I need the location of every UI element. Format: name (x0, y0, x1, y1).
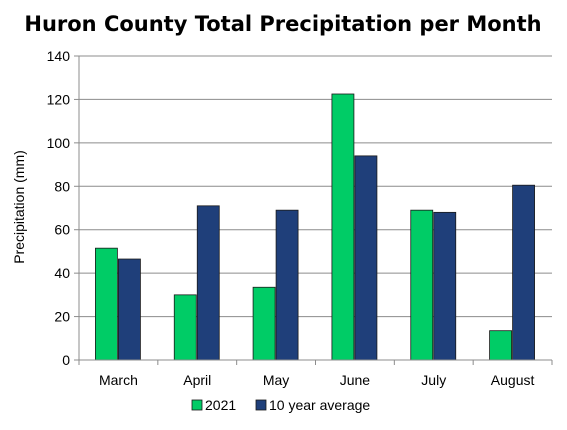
bar-10-year-average-july (433, 211, 457, 361)
legend-entry-label: 10 year average (269, 397, 370, 413)
tick-labels: 0 20 40 60 80 100 120 140 March April May June July A… (47, 48, 535, 388)
bar-10-year-average-may (275, 209, 299, 361)
x-tick-label: June (340, 372, 371, 388)
bar-2021-april (173, 294, 197, 361)
y-tick-label: 60 (54, 222, 70, 238)
bar-10-year-average-march (118, 258, 141, 361)
bar-10-year-average-august (512, 184, 535, 361)
y-tick-label: 140 (47, 48, 71, 64)
x-tick-label: July (421, 372, 446, 388)
x-tick-label: April (183, 372, 211, 388)
gridlines (79, 55, 552, 318)
bar-2021-march (95, 247, 118, 361)
x-tick-label: August (491, 372, 535, 388)
bar-2021-june (331, 93, 355, 361)
y-tick-label: 80 (54, 178, 70, 194)
bar-2021-july (410, 209, 434, 361)
axes (74, 55, 553, 365)
y-tick-label: 40 (54, 265, 70, 281)
chart-title: Huron County Total Precipitation per Mon… (24, 12, 541, 36)
bar-10-year-average-june (354, 155, 378, 361)
y-tick-label: 100 (47, 135, 71, 151)
bars (95, 93, 535, 361)
x-tick-label: March (99, 372, 138, 388)
y-axis-label: Precipitation (mm) (11, 150, 27, 264)
legend-entry-label: 2021 (205, 397, 236, 413)
x-tick-label: May (263, 372, 289, 388)
legend-swatch (255, 399, 267, 411)
legend: 2021 10 year average (191, 397, 370, 413)
bar-10-year-average-april (196, 205, 220, 361)
legend-swatch (191, 399, 203, 411)
bar-2021-may (252, 286, 276, 361)
y-tick-label: 0 (62, 352, 70, 368)
bar-2021-august (489, 330, 512, 361)
y-tick-label: 20 (54, 309, 70, 325)
y-tick-label: 120 (47, 91, 71, 107)
